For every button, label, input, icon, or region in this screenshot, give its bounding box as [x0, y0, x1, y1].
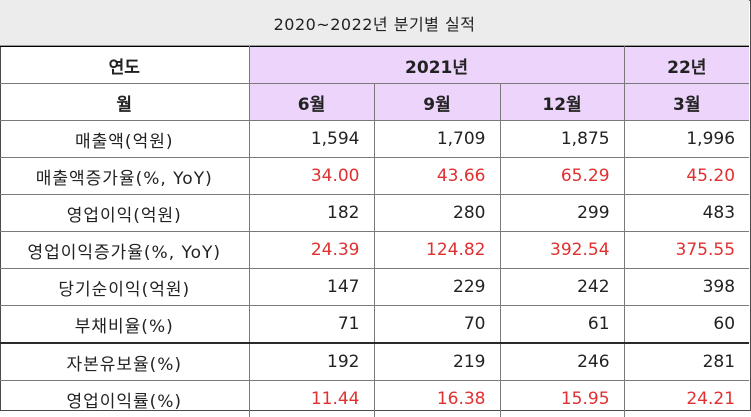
value-cell: 65.29 [500, 158, 624, 195]
value-cell: 61 [500, 306, 624, 344]
year-2021-header: 2021년 [249, 47, 624, 84]
row-label: 당기순이익(억원) [0, 269, 249, 306]
year-22-header: 22년 [624, 47, 749, 84]
row-label: 영업이익증가율(%, YoY) [0, 232, 249, 269]
month-header-cell: 12월 [500, 84, 624, 121]
row-label: 매출액(억원) [0, 121, 249, 158]
month-header-cell: 6월 [249, 84, 374, 121]
month-header-cell: 9월 [374, 84, 500, 121]
header-row-year: 연도 2021년 22년 [0, 47, 749, 84]
value-cell: 1,875 [500, 121, 624, 158]
value-cell: 1,594 [249, 121, 374, 158]
value-cell: 242 [500, 269, 624, 306]
value-cell: 11.44 [249, 381, 374, 417]
year-header-label: 연도 [0, 47, 249, 84]
value-cell: 34.00 [249, 158, 374, 195]
row-label: 영업이익률(%) [0, 381, 249, 417]
value-cell: 43.66 [374, 158, 500, 195]
value-cell: 15.95 [500, 381, 624, 417]
month-header-label: 월 [0, 84, 249, 121]
month-header-cell: 3월 [624, 84, 749, 121]
row-label: 영업이익(억원) [0, 195, 249, 232]
value-cell: 280 [374, 195, 500, 232]
value-cell: 299 [500, 195, 624, 232]
value-cell: 398 [624, 269, 749, 306]
value-cell: 1,996 [624, 121, 749, 158]
value-cell: 483 [624, 195, 749, 232]
row-label: 자본유보율(%) [0, 343, 249, 381]
table-title: 2020~2022년 분기별 실적 [0, 0, 749, 46]
row-label: 매출액증가율(%, YoY) [0, 158, 249, 195]
value-cell: 60 [624, 306, 749, 344]
performance-table: 연도 2021년 22년 월 6월 9월 12월 3월 매출액(억원)1,594… [0, 46, 749, 417]
header-row-month: 월 6월 9월 12월 3월 [0, 84, 749, 121]
value-cell: 1,709 [374, 121, 500, 158]
value-cell: 229 [374, 269, 500, 306]
value-cell: 124.82 [374, 232, 500, 269]
value-cell: 147 [249, 269, 374, 306]
value-cell: 24.21 [624, 381, 749, 417]
value-cell: 375.55 [624, 232, 749, 269]
value-cell: 70 [374, 306, 500, 344]
value-cell: 392.54 [500, 232, 624, 269]
value-cell: 192 [249, 343, 374, 381]
value-cell: 16.38 [374, 381, 500, 417]
value-cell: 71 [249, 306, 374, 344]
value-cell: 24.39 [249, 232, 374, 269]
value-cell: 281 [624, 343, 749, 381]
value-cell: 182 [249, 195, 374, 232]
value-cell: 219 [374, 343, 500, 381]
value-cell: 246 [500, 343, 624, 381]
row-label: 부채비율(%) [0, 306, 249, 344]
value-cell: 45.20 [624, 158, 749, 195]
